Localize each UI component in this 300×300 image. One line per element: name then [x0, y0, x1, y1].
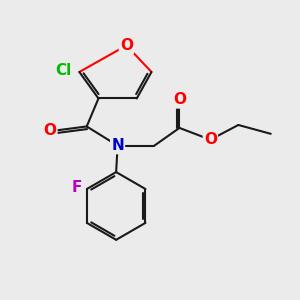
Text: O: O	[204, 132, 217, 147]
Text: O: O	[173, 92, 186, 107]
Text: N: N	[111, 138, 124, 153]
Text: Cl: Cl	[55, 63, 71, 78]
Text: O: O	[120, 38, 133, 53]
Text: F: F	[71, 180, 82, 195]
Text: O: O	[44, 123, 56, 138]
